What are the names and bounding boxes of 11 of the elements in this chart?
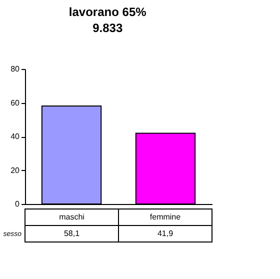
y-tick-label: 80 xyxy=(10,64,20,74)
x-tick-label: femmine xyxy=(150,212,182,222)
y-tick-label: 20 xyxy=(10,166,20,175)
y-tick-label: 60 xyxy=(10,98,20,108)
data-label: 58,1 xyxy=(64,228,80,238)
x-tick-label: maschi xyxy=(59,212,85,222)
chart-subtitle: 9.833 xyxy=(92,21,123,35)
y-tick-label: 0 xyxy=(15,200,20,208)
chart-title: lavorano 65% xyxy=(68,5,147,19)
data-label: 41,9 xyxy=(157,228,174,238)
y-tick-label: 40 xyxy=(10,132,20,141)
